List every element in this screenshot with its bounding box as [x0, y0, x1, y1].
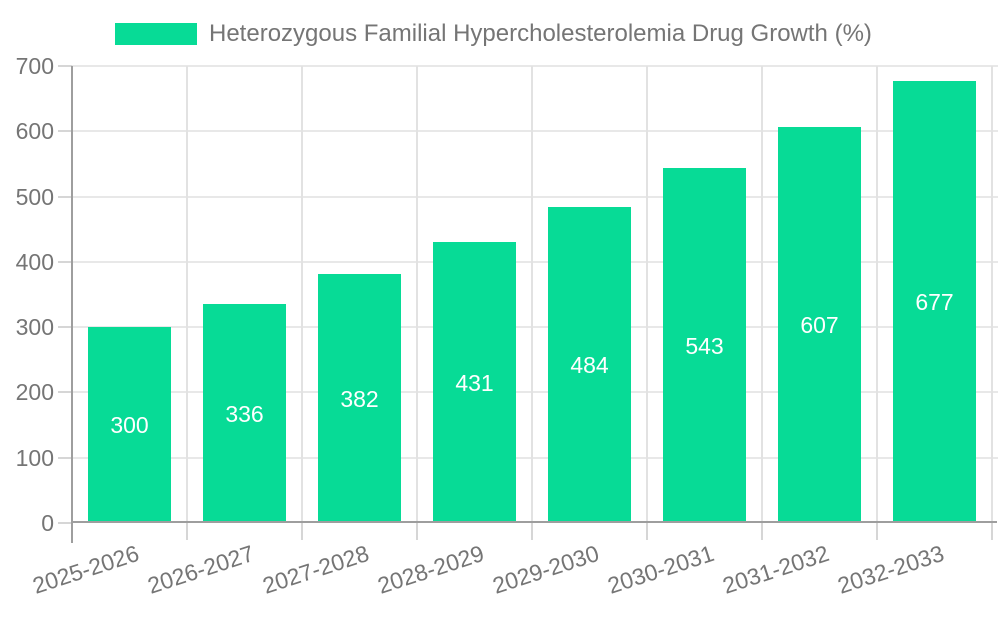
bar-2031-2032[interactable] [778, 127, 861, 523]
h-gridline [72, 196, 998, 198]
bar-2027-2028[interactable] [318, 274, 401, 523]
plot-area: 300 336 382 431 484 543 607 677 0 100 200 300 400 50… [16, 53, 998, 599]
h-gridline [72, 261, 998, 263]
bar-2030-2031[interactable] [663, 168, 746, 523]
legend-swatch-icon [115, 23, 197, 45]
v-gridline [531, 66, 533, 523]
y-tick-label: 100 [15, 445, 54, 471]
y-tick [58, 130, 72, 132]
v-gridline [761, 66, 763, 523]
h-gridline [72, 326, 998, 328]
h-gridline [72, 457, 998, 459]
bar-2025-2026[interactable] [88, 327, 171, 523]
v-gridline [991, 66, 993, 523]
bar-2032-2033[interactable] [893, 81, 976, 523]
y-tick-label: 0 [41, 510, 54, 536]
bar-2029-2030[interactable] [548, 207, 631, 523]
x-tick [876, 523, 878, 540]
y-tick-label: 400 [15, 249, 54, 275]
y-tick-label: 200 [15, 379, 54, 405]
chart-canvas: Heterozygous Familial Hypercholesterolem… [15, 20, 998, 599]
y-tick-label: 300 [15, 314, 54, 340]
x-tick [761, 523, 763, 540]
y-tick [58, 326, 72, 328]
h-gridline [72, 391, 998, 393]
y-tick [58, 261, 72, 263]
x-tick [646, 523, 648, 540]
x-tick [531, 523, 533, 540]
x-tick [416, 523, 418, 540]
v-gridline [876, 66, 878, 523]
h-gridline [72, 130, 998, 132]
v-gridline [301, 66, 303, 523]
y-axis-line [71, 66, 73, 543]
v-gridline [416, 66, 418, 523]
bar-2026-2027[interactable] [203, 304, 286, 523]
y-tick-label: 500 [15, 184, 54, 210]
bar-2028-2029[interactable] [433, 242, 516, 523]
y-tick-label: 700 [15, 53, 54, 79]
x-tick [991, 523, 993, 540]
y-tick [58, 457, 72, 459]
legend-label: Heterozygous Familial Hypercholesterolem… [209, 20, 872, 47]
y-tick [58, 65, 72, 67]
y-tick [58, 391, 72, 393]
x-tick [301, 523, 303, 540]
y-tick [58, 196, 72, 198]
h-gridline [72, 65, 998, 67]
v-gridline [646, 66, 648, 523]
x-axis-line [71, 521, 997, 523]
y-tick-label: 600 [15, 118, 54, 144]
x-tick [186, 523, 188, 540]
v-gridline [186, 66, 188, 523]
y-tick [58, 522, 72, 524]
